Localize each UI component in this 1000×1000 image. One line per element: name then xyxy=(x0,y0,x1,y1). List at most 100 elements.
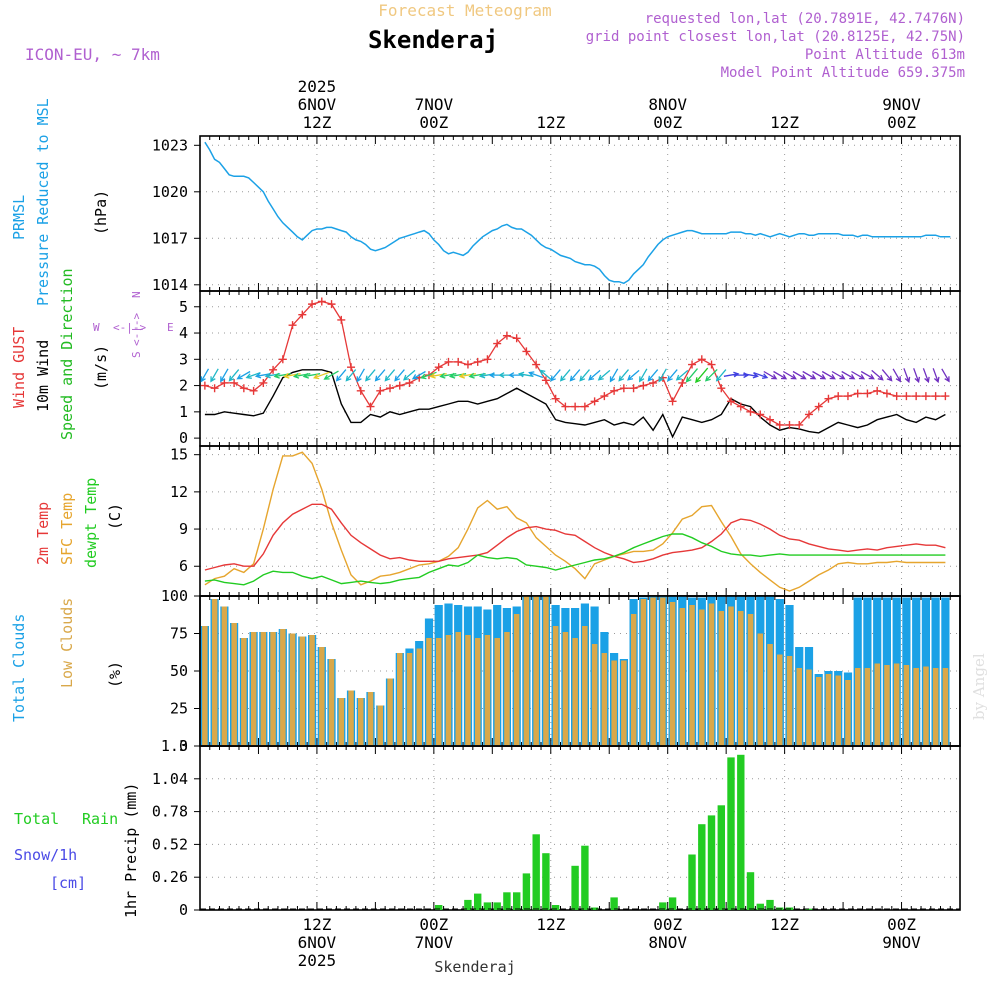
wind-direction-arrow xyxy=(704,368,718,382)
pressure-ytick-label: 1023 xyxy=(152,136,188,154)
clouds-panel: 0 25 50 75 100 xyxy=(161,587,961,755)
precipitation-ytick-label: 0.78 xyxy=(152,803,188,821)
subtitle: Forecast Meteogram xyxy=(378,1,551,20)
wind-gust-marker xyxy=(580,402,589,411)
low-cloud-bar xyxy=(757,633,763,746)
wind-gust-marker xyxy=(230,378,239,387)
wind-direction-arrow xyxy=(892,368,901,383)
dewpoint-line xyxy=(204,533,946,586)
bottom-time-label: 2025 xyxy=(298,951,337,970)
rain-bar xyxy=(737,754,745,910)
low-cloud-bar xyxy=(211,599,218,746)
wind-dir-label: Speed and Direction xyxy=(58,268,76,440)
bottom-time-label: 00Z xyxy=(419,915,448,934)
low-cloud-bar xyxy=(484,635,491,746)
wind-direction-arrow xyxy=(647,369,659,382)
wind-direction-arrow xyxy=(639,368,648,383)
wind-gust-marker xyxy=(600,392,609,401)
rain-bar xyxy=(766,899,774,910)
top-time-label: 6NOV xyxy=(298,95,337,114)
wind-gust-marker xyxy=(493,339,502,348)
wind-direction-arrow xyxy=(753,371,769,379)
wind-gust-marker xyxy=(278,355,287,364)
wind-gust-marker xyxy=(327,300,336,309)
compass-arrows-v: <-|-> xyxy=(130,313,143,346)
wind-gust-marker xyxy=(337,315,346,324)
low-cloud-bar xyxy=(455,632,461,746)
rain-bar xyxy=(590,907,599,910)
low-cloud-bar xyxy=(513,614,520,746)
wind-gust-marker xyxy=(766,415,774,424)
wind-gust-marker xyxy=(736,402,745,411)
low-cloud-bar xyxy=(552,626,559,746)
wind-direction-arrow xyxy=(374,369,386,382)
bottom-time-label: 9NOV xyxy=(882,933,921,952)
wind-ytick-label: 0 xyxy=(179,429,188,447)
wind-direction-arrow xyxy=(941,368,950,383)
wind-gust-marker xyxy=(483,355,492,364)
precip-rain-label: Rain xyxy=(82,810,118,828)
wind-gust-marker xyxy=(785,420,794,429)
wind-direction-arrow xyxy=(763,370,778,380)
wind-gust-marker xyxy=(473,357,482,366)
low-cloud-bar xyxy=(504,632,510,746)
low-cloud-bar xyxy=(591,644,598,746)
wind-direction-arrow xyxy=(345,369,357,382)
wind-gust-marker xyxy=(707,360,716,369)
wind-direction-arrow xyxy=(903,368,911,384)
low-cloud-bar xyxy=(718,611,725,746)
wind-gust-marker xyxy=(317,297,326,306)
low-cloud-bar xyxy=(669,602,676,746)
wind-direction-arrow xyxy=(675,369,689,381)
rain-bar xyxy=(668,897,677,910)
wind-gust-marker xyxy=(386,384,394,393)
wind-gust-marker xyxy=(639,381,648,390)
low-cloud-bar xyxy=(494,638,500,746)
wind-direction-arrow xyxy=(236,370,251,380)
rain-bar xyxy=(503,892,511,910)
low-cloud-bar xyxy=(406,653,413,746)
low-cloud-bar xyxy=(426,638,432,746)
temp-2m-label: 2m Temp xyxy=(34,502,52,565)
pressure-side-labels: PRMSL Pressure Reduced to MSL (hPa) xyxy=(10,98,110,306)
wind-gust-marker xyxy=(269,365,278,374)
precipitation-ytick-label: 1.3 xyxy=(161,737,188,755)
wind-gust-marker xyxy=(912,392,921,401)
low-cloud-bar xyxy=(241,638,247,746)
bottom-time-label: 6NOV xyxy=(298,933,337,952)
wind-direction-arrow xyxy=(695,367,709,384)
low-cloud-bar xyxy=(864,668,871,746)
pressure-unit: (hPa) xyxy=(92,190,110,235)
wind-direction-arrow xyxy=(588,369,601,381)
wind-direction-arrow xyxy=(402,369,416,381)
rain-bar xyxy=(532,834,540,910)
low-cloud-bar xyxy=(650,597,656,746)
low-cloud-bar xyxy=(874,663,880,746)
wind-gust-marker xyxy=(308,300,317,309)
temp-sfc-label: SFC Temp xyxy=(58,493,76,565)
low-cloud-bar xyxy=(738,611,744,746)
rain-bar xyxy=(698,824,706,910)
compass-w: W xyxy=(93,321,100,334)
wind-gust-marker xyxy=(239,384,248,393)
model-label: ICON-EU, ~ 7km xyxy=(25,45,160,64)
precipitation-ytick-label: 0 xyxy=(179,901,188,919)
wind-gust-marker xyxy=(775,420,784,429)
wind-direction-arrow xyxy=(210,368,219,383)
wind-direction-arrow xyxy=(569,369,581,382)
bottom-time-label: 12Z xyxy=(302,915,331,934)
temp-dew-label: dewpt Temp xyxy=(82,478,100,568)
low-cloud-bar xyxy=(202,626,208,746)
low-cloud-bar xyxy=(660,597,666,746)
wind-gust-marker xyxy=(512,334,521,343)
wind-direction-arrow xyxy=(658,368,667,383)
pressure-label-prmsl: PRMSL xyxy=(10,195,28,240)
low-clouds-label: Low Clouds xyxy=(58,598,76,688)
temperature-ytick-label: 12 xyxy=(170,483,188,501)
low-cloud-bar xyxy=(397,653,403,746)
sfc-temp-line xyxy=(204,451,946,592)
top-time-label: 12Z xyxy=(536,113,565,132)
wind-direction-arrow xyxy=(841,370,856,380)
low-cloud-bar xyxy=(338,698,345,746)
low-cloud-bar xyxy=(348,690,354,746)
